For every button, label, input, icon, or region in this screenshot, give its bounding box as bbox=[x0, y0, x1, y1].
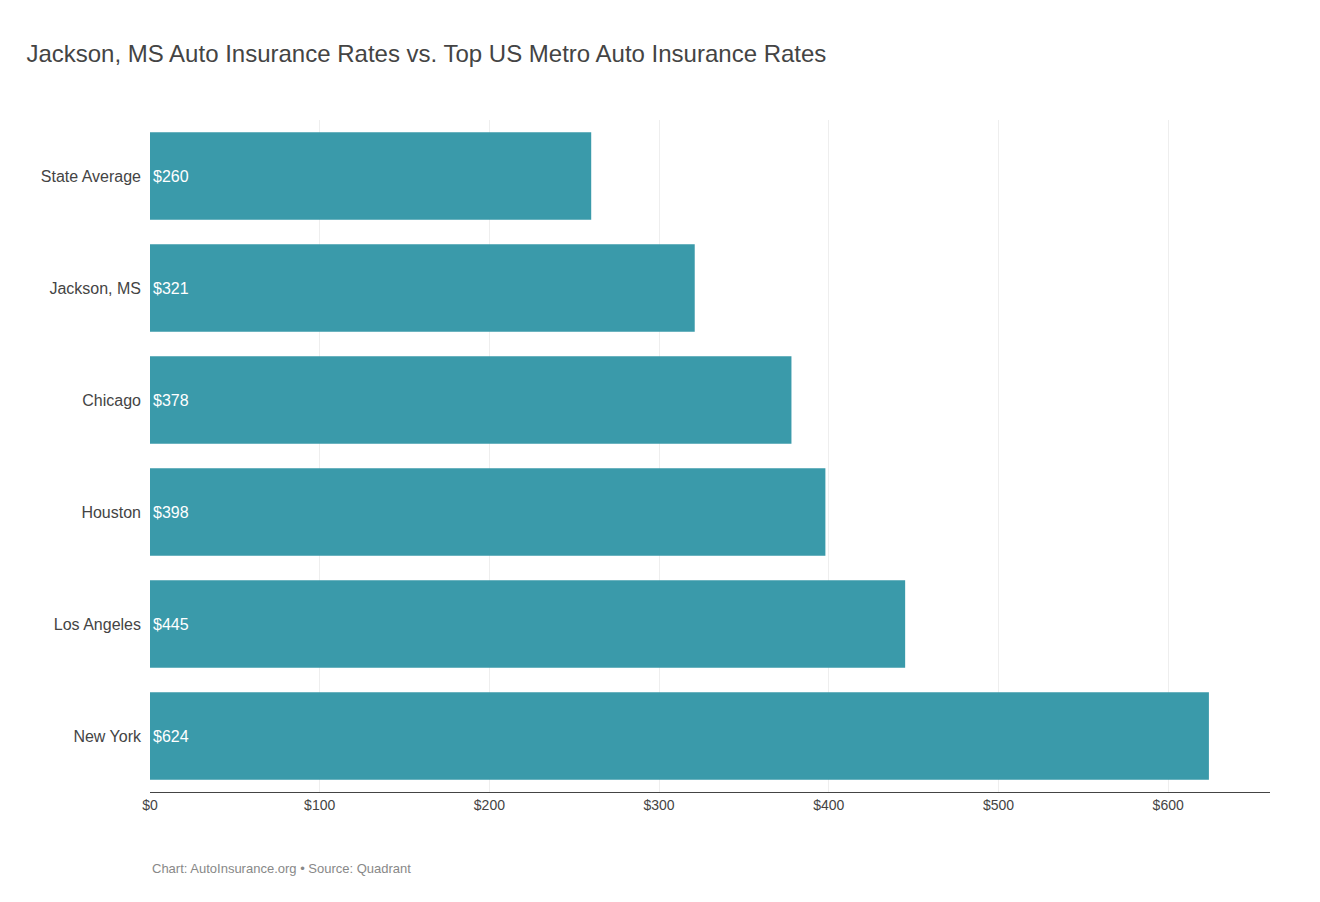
svg-text:$445: $445 bbox=[153, 616, 189, 633]
svg-text:Houston: Houston bbox=[81, 504, 141, 521]
svg-text:$100: $100 bbox=[304, 797, 335, 813]
svg-text:New York: New York bbox=[73, 728, 142, 745]
svg-text:$398: $398 bbox=[153, 504, 189, 521]
svg-text:Jackson, MS: Jackson, MS bbox=[49, 280, 141, 297]
svg-text:State Average: State Average bbox=[41, 168, 141, 185]
svg-text:$0: $0 bbox=[142, 797, 158, 813]
svg-text:$400: $400 bbox=[813, 797, 844, 813]
svg-text:$300: $300 bbox=[644, 797, 675, 813]
svg-text:$200: $200 bbox=[474, 797, 505, 813]
svg-text:Jackson, MS Auto Insurance Rat: Jackson, MS Auto Insurance Rates vs. Top… bbox=[26, 40, 826, 67]
svg-text:$321: $321 bbox=[153, 280, 189, 297]
svg-text:$600: $600 bbox=[1153, 797, 1184, 813]
svg-text:$500: $500 bbox=[983, 797, 1014, 813]
svg-text:$378: $378 bbox=[153, 392, 189, 409]
svg-text:Chicago: Chicago bbox=[82, 392, 141, 409]
svg-text:$624: $624 bbox=[153, 728, 189, 745]
svg-text:Los Angeles: Los Angeles bbox=[54, 616, 141, 633]
svg-text:$260: $260 bbox=[153, 168, 189, 185]
svg-text:Chart: AutoInsurance.org • Sou: Chart: AutoInsurance.org • Source: Quadr… bbox=[152, 861, 411, 876]
